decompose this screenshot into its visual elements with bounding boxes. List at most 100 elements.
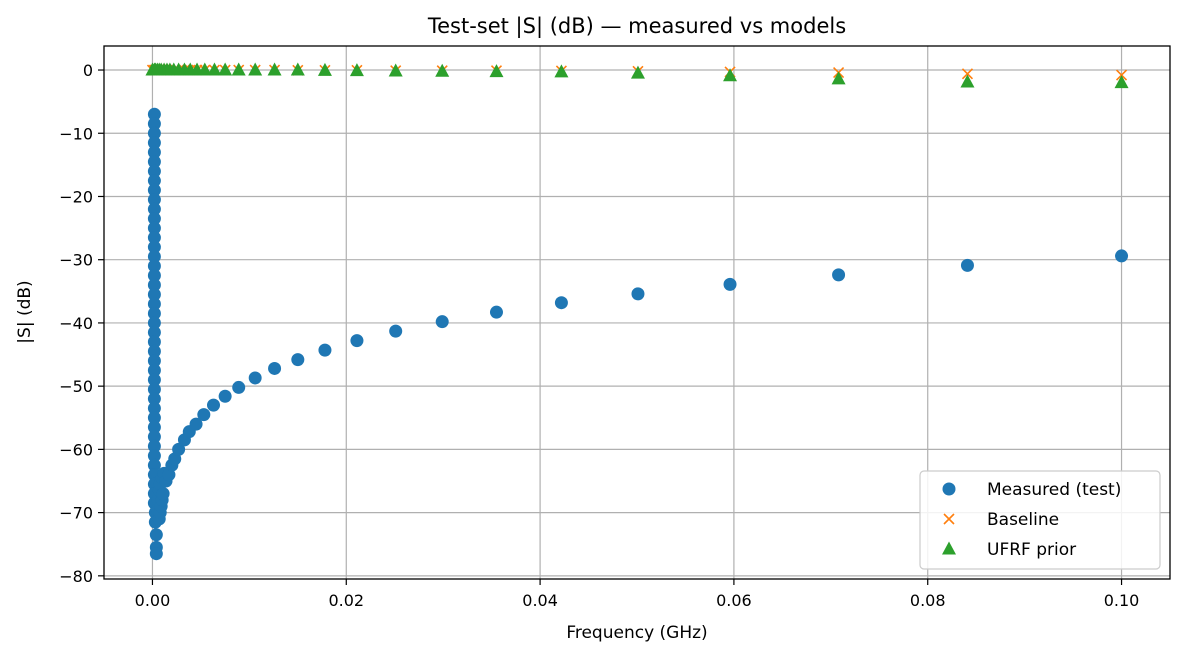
data-point bbox=[489, 305, 503, 319]
data-point bbox=[147, 145, 161, 159]
data-point bbox=[268, 361, 282, 375]
y-tick-label: 0 bbox=[83, 61, 93, 80]
data-point bbox=[147, 164, 161, 178]
data-point bbox=[147, 373, 161, 387]
data-point bbox=[267, 62, 282, 76]
x-axis-label: Frequency (GHz) bbox=[566, 623, 707, 643]
data-point bbox=[961, 68, 974, 80]
data-point bbox=[147, 401, 161, 415]
data-point bbox=[147, 411, 161, 425]
data-point bbox=[831, 71, 846, 85]
data-point bbox=[389, 324, 403, 338]
data-point bbox=[147, 174, 161, 188]
data-point bbox=[232, 380, 246, 394]
y-tick-label: −50 bbox=[59, 377, 93, 396]
data-point bbox=[189, 417, 203, 431]
data-point bbox=[149, 547, 163, 561]
data-point bbox=[318, 343, 332, 357]
data-point bbox=[172, 442, 186, 456]
data-point bbox=[147, 392, 161, 406]
data-point bbox=[147, 439, 161, 453]
data-point bbox=[291, 353, 305, 367]
data-point bbox=[554, 64, 569, 78]
legend-label: UFRF prior bbox=[987, 540, 1076, 560]
data-point bbox=[147, 107, 161, 121]
data-point bbox=[349, 63, 364, 77]
data-point bbox=[218, 389, 232, 403]
data-point bbox=[290, 62, 305, 76]
data-point bbox=[1115, 249, 1129, 263]
data-point bbox=[554, 296, 568, 310]
data-point bbox=[435, 315, 449, 329]
axis-ticks: 0.00 0.02 0.04 0.06 0.08 0.10 0 −10 −20 −30 −40 −50… bbox=[59, 61, 1139, 610]
data-point bbox=[388, 63, 403, 77]
data-point bbox=[147, 458, 161, 472]
x-tick-label: 0.08 bbox=[910, 591, 946, 610]
data-point bbox=[248, 62, 263, 76]
data-point bbox=[147, 344, 161, 358]
data-point bbox=[723, 277, 737, 291]
data-point bbox=[147, 335, 161, 349]
y-tick-label: −70 bbox=[59, 504, 93, 523]
y-tick-label: −40 bbox=[59, 314, 93, 333]
data-point bbox=[631, 287, 645, 301]
data-point bbox=[723, 68, 738, 82]
legend-label: Baseline bbox=[987, 510, 1059, 530]
data-point bbox=[147, 430, 161, 444]
data-point bbox=[207, 398, 221, 412]
data-point bbox=[147, 278, 161, 292]
y-tick-label: −30 bbox=[59, 251, 93, 270]
data-point bbox=[960, 74, 975, 88]
data-point bbox=[630, 65, 645, 79]
data-point bbox=[147, 449, 161, 463]
data-point bbox=[147, 259, 161, 273]
data-point bbox=[147, 325, 161, 339]
data-point bbox=[147, 155, 161, 169]
data-point bbox=[147, 240, 161, 254]
x-tick-label: 0.02 bbox=[328, 591, 364, 610]
series-1 bbox=[147, 107, 1129, 561]
data-point bbox=[147, 382, 161, 396]
x-tick-label: 0.06 bbox=[716, 591, 752, 610]
data-point bbox=[147, 136, 161, 150]
y-tick-label: −20 bbox=[59, 187, 93, 206]
legend-label: Measured (test) bbox=[987, 480, 1121, 500]
data-point bbox=[147, 420, 161, 434]
data-point bbox=[489, 64, 504, 78]
data-point bbox=[317, 62, 332, 76]
data-point bbox=[149, 528, 163, 542]
data-point bbox=[147, 269, 161, 283]
data-point bbox=[1114, 75, 1129, 89]
x-tick-label: 0.00 bbox=[135, 591, 171, 610]
data-point bbox=[147, 202, 161, 216]
data-point bbox=[147, 231, 161, 245]
chart-title: Test-set |S| (dB) — measured vs models bbox=[427, 14, 846, 39]
legend-marker bbox=[943, 513, 955, 525]
data-point bbox=[147, 363, 161, 377]
y-tick-label: −80 bbox=[59, 567, 93, 586]
data-point bbox=[207, 62, 222, 76]
y-axis-label: |S| (dB) bbox=[15, 280, 35, 343]
data-point bbox=[197, 408, 211, 422]
data-point bbox=[350, 334, 364, 348]
x-tick-label: 0.04 bbox=[522, 591, 558, 610]
data-point bbox=[1115, 69, 1128, 81]
series-3 bbox=[145, 62, 1129, 89]
data-point bbox=[197, 62, 212, 76]
data-point bbox=[147, 306, 161, 320]
data-point bbox=[147, 117, 161, 131]
legend: Measured (test) Baseline UFRF prior bbox=[919, 470, 1161, 570]
plot-series bbox=[145, 62, 1129, 561]
data-point bbox=[147, 316, 161, 330]
data-point bbox=[231, 62, 246, 76]
y-tick-label: −10 bbox=[59, 124, 93, 143]
data-point bbox=[156, 487, 170, 501]
data-point bbox=[960, 258, 974, 272]
data-point bbox=[147, 183, 161, 197]
data-point bbox=[147, 354, 161, 368]
data-point bbox=[147, 126, 161, 140]
legend-box bbox=[919, 470, 1161, 570]
data-point bbox=[248, 371, 262, 385]
legend-marker bbox=[942, 482, 956, 496]
